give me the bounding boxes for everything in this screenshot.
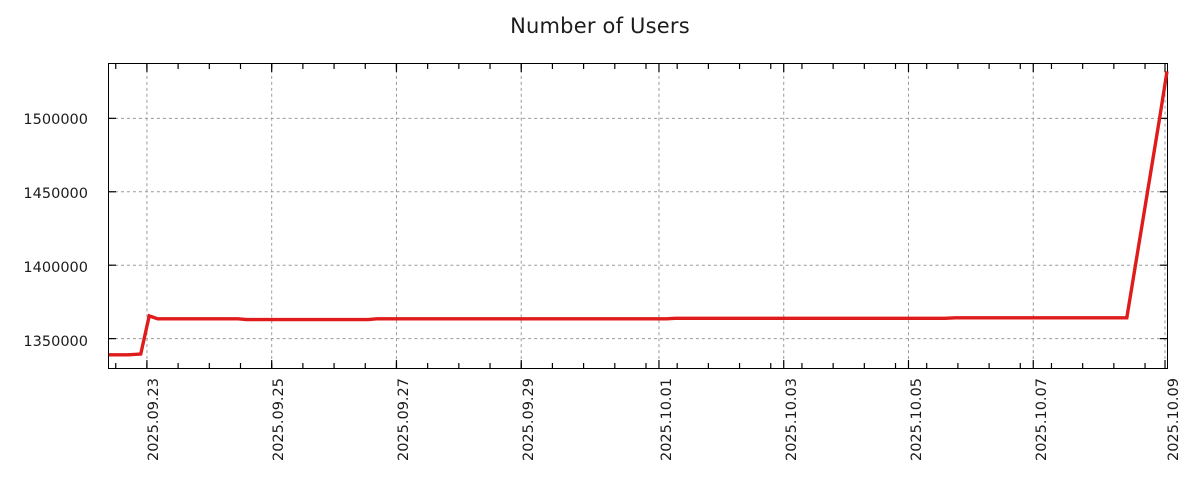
x-tick-label: 2025.10.01 <box>659 378 675 462</box>
x-tick-label: 2025.09.27 <box>396 378 412 462</box>
y-tick-label: 1500000 <box>23 112 88 128</box>
axis-ticks <box>109 64 1167 368</box>
x-tick-label: 2025.09.25 <box>271 378 287 462</box>
y-tick-label: 1350000 <box>23 334 88 350</box>
chart-title: Number of Users <box>510 14 690 38</box>
plot-area <box>108 63 1169 369</box>
x-tick-label: 2025.09.29 <box>521 378 537 462</box>
data-line-users <box>109 71 1169 357</box>
x-tick-label: 2025.10.07 <box>1034 378 1050 462</box>
x-tick-label: 2025.10.09 <box>1166 378 1182 462</box>
x-tick-label: 2025.09.23 <box>146 378 162 462</box>
x-tick-label: 2025.10.03 <box>784 378 800 462</box>
y-tick-label: 1400000 <box>23 260 88 276</box>
x-tick-label: 2025.10.05 <box>909 378 925 462</box>
y-tick-label: 1450000 <box>23 186 88 202</box>
